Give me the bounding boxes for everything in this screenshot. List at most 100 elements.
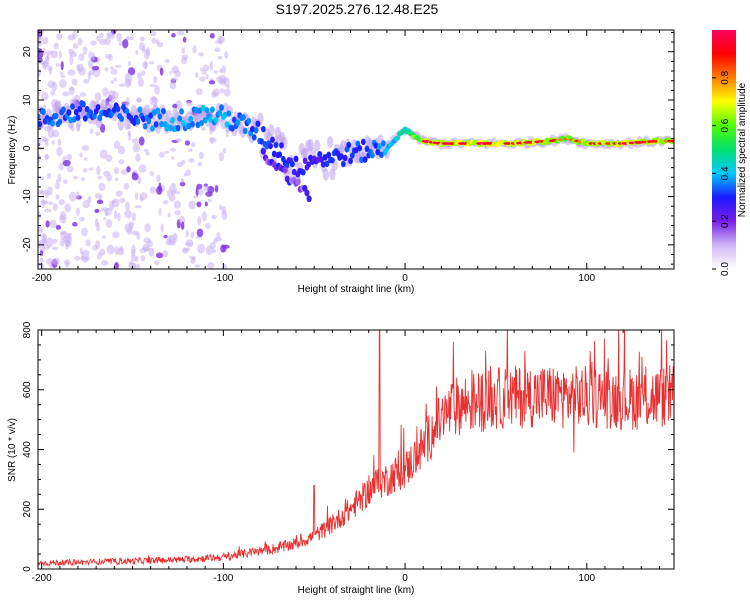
spectrogram-ridge-cell	[84, 105, 90, 113]
spectrogram-ridge-cell	[360, 138, 366, 146]
spectrogram-noise-blob	[175, 100, 183, 111]
x-tick-label: 100	[578, 573, 595, 584]
spectrogram-ridge-cell	[270, 136, 275, 143]
spectrogram-noise-blob	[173, 200, 181, 209]
spectrogram-noise-blob	[127, 131, 132, 142]
spectrogram-noise-blob	[83, 157, 88, 161]
spectrogram-ridge-cell	[377, 143, 383, 150]
spectrogram-noise-blob	[218, 204, 223, 211]
spectrogram-ridge-cell	[320, 161, 326, 168]
spectrogram-noise-blob	[99, 32, 104, 39]
spectrogram-noise-blob	[131, 138, 139, 144]
spectrogram-noise-blob	[72, 43, 79, 49]
spectrogram-noise-blob	[78, 53, 85, 61]
snr-x-axis: -200 -100 0 100	[32, 330, 660, 584]
spectrogram-halo	[313, 139, 321, 152]
spectrogram-ridge-cell	[175, 124, 181, 132]
spectrogram-noise-blob	[87, 72, 92, 81]
y-tick-label: -20	[22, 237, 33, 252]
spectrogram-ridge-cell	[395, 135, 401, 141]
spectrogram-noise-blob	[188, 158, 195, 163]
spectrogram-ridge-cell	[291, 168, 297, 176]
spectrogram-noise-blob	[82, 51, 88, 55]
spectrogram-noise-blob	[132, 143, 141, 153]
spectrogram-noise-blob	[52, 203, 58, 212]
spectrogram-ridge-cell	[293, 155, 299, 163]
spectrogram-noise-blob	[59, 210, 67, 221]
spectrogram-noise-blob	[45, 50, 54, 55]
spectrogram-noise-blob	[148, 247, 155, 257]
spectrogram-noise-blob	[197, 216, 202, 226]
spectrogram-noise-blob	[116, 32, 122, 42]
spectrogram-noise-blob	[218, 152, 225, 162]
spectrogram-noise-blob	[148, 61, 155, 65]
x-tick-label: 0	[402, 273, 408, 284]
spectrogram-noise-blob	[149, 83, 157, 88]
spectrogram-ridge-cell	[135, 118, 141, 125]
spectrogram-noise-blob	[41, 60, 50, 68]
spectrogram-noise-blob	[130, 254, 137, 262]
spectrogram-ridge-cell	[190, 121, 195, 128]
spectrogram-ridge-cell	[95, 104, 101, 111]
spectrogram-noise-blob	[171, 65, 179, 74]
spectrogram-noise-blob	[179, 181, 186, 187]
spectrogram-noise-blob	[75, 207, 80, 217]
spectrogram-ridge-cell	[153, 121, 159, 128]
spectrogram-noise-blob	[216, 231, 221, 239]
spectrogram-noise-blob	[105, 154, 113, 163]
spectrogram-noise-blob	[159, 151, 165, 158]
spectrogram-ridge-cell	[380, 140, 386, 147]
spectrogram-halo	[268, 124, 275, 137]
spectrogram-ridge-cell	[61, 106, 66, 113]
spectrogram-noise-blob	[149, 31, 157, 37]
spectrogram-noise-blob	[40, 200, 48, 204]
spectrogram-noise-blob	[198, 52, 204, 57]
spectrogram-noise-blob	[94, 208, 100, 213]
spectrogram-noise-blob	[104, 66, 109, 72]
spectrogram-noise-blob	[214, 47, 221, 53]
spectrogram-ridge-cell	[349, 152, 355, 159]
spectrogram-noise-blob	[139, 36, 145, 42]
spectrogram-noise-blob	[81, 144, 90, 152]
spectrogram-ridge-cell	[186, 122, 192, 130]
x-tick-label: -200	[32, 573, 52, 584]
spectrogram-noise-blob	[202, 64, 210, 72]
spectrogram-noise-blob	[58, 162, 64, 171]
spectrogram-noise-blob	[68, 48, 75, 55]
spectrogram-noise-blob	[72, 175, 79, 180]
colorbar: 0.0 0.2 0.4 0.6 0.8 Normalized spectral ampl…	[712, 30, 748, 276]
colorbar-tick-label: 0.6	[720, 118, 731, 132]
spectrogram-noise-blob	[223, 88, 231, 97]
spectrogram-noise-blob	[144, 49, 150, 60]
spectrogram-noise-blob	[117, 212, 121, 222]
spectrogram-halo	[322, 168, 330, 181]
spectrogram-noise-blob	[143, 148, 149, 153]
spectrogram-noise-blob	[170, 156, 175, 161]
spectrogram-noise-blob	[185, 239, 194, 248]
spectrogram-noise-blob	[158, 207, 162, 216]
spectrogram-noise-blob	[149, 186, 157, 194]
spectrogram-noise-blob	[103, 217, 107, 221]
spectrogram-noise-blob	[44, 208, 52, 213]
spectrogram-ridge-cell	[268, 142, 273, 150]
spectrogram-ridge-cell	[319, 156, 324, 163]
spectrogram-noise-blob	[155, 252, 164, 259]
spectrogram-ridge-cell	[124, 108, 130, 115]
spectrogram-noise-blob	[190, 231, 195, 239]
spectrogram-noise-blob	[82, 46, 88, 53]
spectrogram-noise-blob	[188, 200, 197, 210]
x-tick-label: 0	[402, 573, 408, 584]
spectrogram-noise-blob	[219, 88, 225, 94]
spectrogram-noise-blob	[38, 142, 41, 147]
spectrogram-ridge-cell	[255, 120, 261, 127]
spectrogram-noise-blob	[135, 263, 141, 269]
snr-panel: -200 -100 0 100 0 200 400 600 800 Height of str…	[7, 321, 675, 596]
spectrogram-noise-blob	[195, 88, 203, 96]
spectrogram-noise-blob	[87, 59, 94, 68]
spectrogram-noise-blob	[65, 241, 72, 248]
spectrogram-noise-blob	[194, 72, 199, 79]
spectrogram-noise-blob	[131, 172, 139, 181]
spectrogram-ridge-cell	[199, 119, 204, 127]
spectrogram-noise-blob	[66, 153, 73, 161]
spectrogram-ridge-cell	[222, 111, 228, 119]
